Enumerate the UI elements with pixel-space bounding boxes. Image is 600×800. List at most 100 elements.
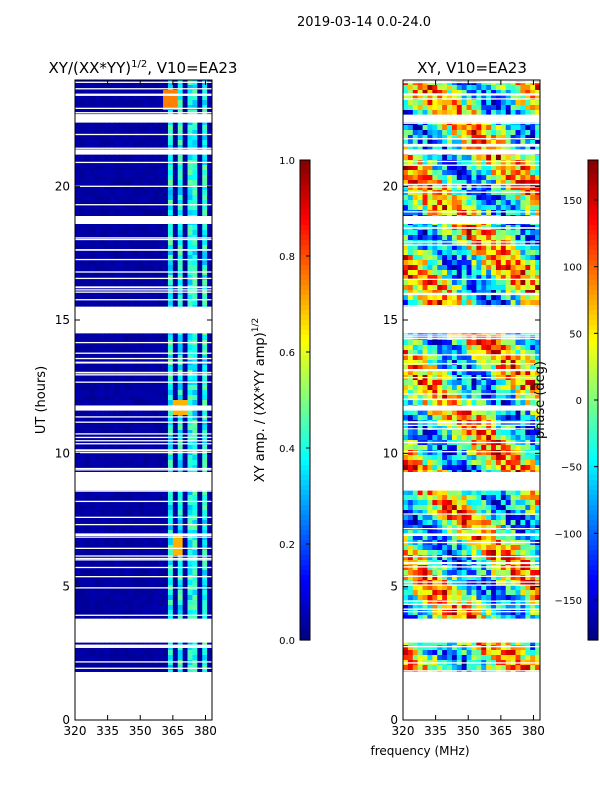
phase-colorbar-band xyxy=(588,180,598,186)
phase-colorbar-band xyxy=(588,315,598,321)
amplitude-colorbar-band xyxy=(300,285,310,291)
amplitude-panel-title: XY/(XX*YY)1/2, V10=EA23 xyxy=(49,59,238,77)
amplitude-colorbar-band xyxy=(300,225,310,231)
amplitude-colorbar-band xyxy=(300,310,310,316)
amplitude-colorbar-band xyxy=(300,295,310,301)
y-tick-label: 10 xyxy=(383,446,398,460)
phase-colorbar-band xyxy=(588,420,598,426)
x-tick-label: 365 xyxy=(489,724,512,738)
amplitude-colorbar-label: XY amp. / (XX*YY amp)1/2 xyxy=(251,318,268,482)
phase-colorbar-band xyxy=(588,530,598,536)
x-tick-label: 350 xyxy=(457,724,480,738)
amplitude-colorbar-band xyxy=(300,525,310,531)
phase-colorbar-band xyxy=(588,270,598,276)
amplitude-colorbar-band xyxy=(300,280,310,286)
phase-panel: XY, V10=EA23 320 335 350 365 380 0 5 10 15 20 fre… xyxy=(370,59,544,758)
phase-colorbar-band xyxy=(588,470,598,476)
phase-colorbar-band xyxy=(588,225,598,231)
phase-colorbar-band xyxy=(588,265,598,271)
amplitude-colorbar-band xyxy=(300,510,310,516)
amplitude-heatmap xyxy=(75,80,212,673)
amplitude-colorbar-band xyxy=(300,350,310,356)
amplitude-colorbar-band xyxy=(300,480,310,486)
phase-colorbar-band xyxy=(588,290,598,296)
figure-title: 2019-03-14 0.0-24.0 xyxy=(297,15,431,30)
phase-colorbar-label: phase (deg) xyxy=(533,361,548,439)
phase-colorbar-band xyxy=(588,465,598,471)
phase-colorbar-band xyxy=(588,220,598,226)
phase-colorbar-gradient xyxy=(588,160,598,641)
phase-colorbar-band xyxy=(588,250,598,256)
x-tick-label: 380 xyxy=(522,724,545,738)
phase-colorbar-tick-label: 100 xyxy=(563,263,582,274)
phase-colorbar-band xyxy=(588,235,598,241)
phase-colorbar-band xyxy=(588,495,598,501)
amplitude-colorbar-band xyxy=(300,340,310,346)
phase-colorbar-band xyxy=(588,425,598,431)
amplitude-colorbar-ticks: 0.0 0.2 0.4 0.6 0.8 1.0 xyxy=(279,156,310,647)
amplitude-colorbar-band xyxy=(300,195,310,201)
phase-colorbar-band xyxy=(588,410,598,416)
phase-colorbar-band xyxy=(588,245,598,251)
phase-colorbar-band xyxy=(588,185,598,191)
phase-colorbar: −150 −100 −50 0 50 100 150 phase (deg) xyxy=(533,159,599,641)
amplitude-colorbar-band xyxy=(300,305,310,311)
amplitude-colorbar-tick-label: 0.4 xyxy=(279,444,295,455)
amplitude-colorbar-band xyxy=(300,475,310,481)
phase-colorbar-band xyxy=(588,505,598,511)
phase-colorbar-band xyxy=(588,510,598,516)
amplitude-colorbar-tick-label: 0.6 xyxy=(279,348,295,359)
phase-colorbar-band xyxy=(588,550,598,556)
amplitude-colorbar-band xyxy=(300,245,310,251)
y-tick-label: 20 xyxy=(55,180,70,194)
amplitude-colorbar-band xyxy=(300,220,310,226)
amplitude-panel: XY/(XX*YY)1/2, V10=EA23 320 335 350 365 380 0… xyxy=(34,59,237,738)
phase-colorbar-band xyxy=(588,380,598,386)
phase-colorbar-band xyxy=(588,340,598,346)
y-tick-label: 15 xyxy=(383,313,398,327)
phase-colorbar-band xyxy=(588,195,598,201)
phase-colorbar-band xyxy=(588,360,598,366)
amplitude-colorbar-band xyxy=(300,555,310,561)
amplitude-colorbar-band xyxy=(300,490,310,496)
amplitude-colorbar-band xyxy=(300,530,310,536)
phase-colorbar-band xyxy=(588,525,598,531)
amplitude-heatmap-cells xyxy=(75,80,212,673)
amplitude-colorbar-band xyxy=(300,420,310,426)
phase-colorbar-band xyxy=(588,370,598,376)
phase-colorbar-band xyxy=(588,570,598,576)
amplitude-colorbar-band xyxy=(300,610,310,616)
amplitude-colorbar-band xyxy=(300,365,310,371)
amplitude-colorbar-band xyxy=(300,535,310,541)
amplitude-colorbar-band xyxy=(300,230,310,236)
amplitude-colorbar-tick-label: 0.8 xyxy=(279,252,295,263)
phase-colorbar-band xyxy=(588,485,598,491)
phase-colorbar-band xyxy=(588,520,598,526)
amplitude-colorbar-band xyxy=(300,260,310,266)
amplitude-colorbar-frame xyxy=(299,159,311,641)
amplitude-colorbar-band xyxy=(300,320,310,326)
phase-colorbar-band xyxy=(588,620,598,626)
amplitude-colorbar-band xyxy=(300,575,310,581)
amplitude-colorbar-band xyxy=(300,410,310,416)
amplitude-colorbar-tick-label: 1.0 xyxy=(279,156,295,167)
amplitude-colorbar-band xyxy=(300,585,310,591)
phase-colorbar-tick-label: 50 xyxy=(569,329,582,340)
phase-colorbar-band xyxy=(588,285,598,291)
amplitude-colorbar-band xyxy=(300,205,310,211)
amplitude-colorbar-band xyxy=(300,345,310,351)
phase-colorbar-band xyxy=(588,335,598,341)
amplitude-colorbar-band xyxy=(300,545,310,551)
phase-colorbar-band xyxy=(588,625,598,631)
phase-colorbar-band xyxy=(588,160,598,166)
phase-colorbar-band xyxy=(588,320,598,326)
amplitude-colorbar-band xyxy=(300,580,310,586)
phase-colorbar-band xyxy=(588,580,598,586)
amplitude-colorbar-band xyxy=(300,485,310,491)
amplitude-colorbar-band xyxy=(300,470,310,476)
frequency-axis-label: frequency (MHz) xyxy=(370,744,469,758)
phase-colorbar-band xyxy=(588,325,598,331)
phase-colorbar-band xyxy=(588,255,598,261)
phase-colorbar-band xyxy=(588,545,598,551)
amplitude-colorbar-band xyxy=(300,625,310,631)
